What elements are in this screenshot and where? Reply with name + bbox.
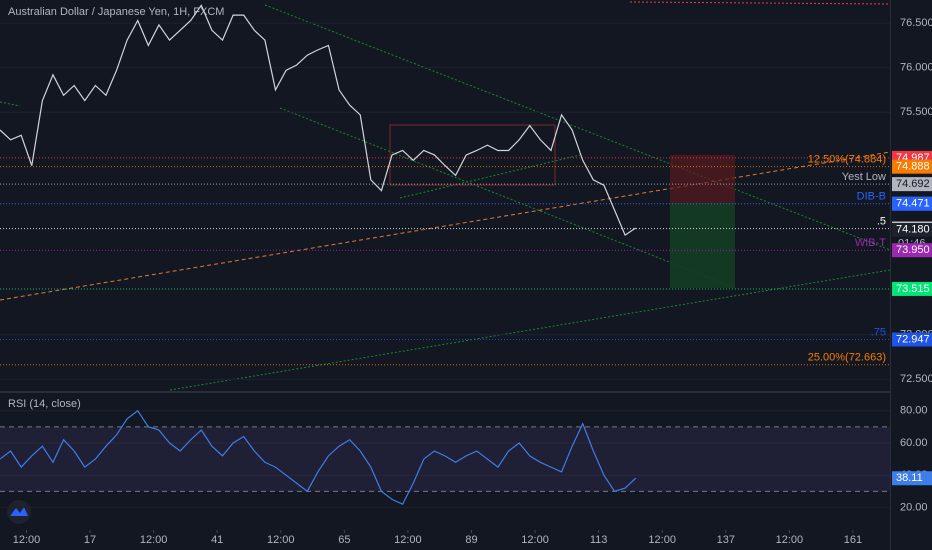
x-tick-label: 65 — [338, 534, 350, 546]
level-note: WIB-T — [855, 237, 886, 249]
level-note: .75 — [871, 326, 886, 338]
last-value-label: 38.11 — [896, 472, 923, 484]
last-value-box — [892, 471, 932, 486]
level-note: 25.00%(72.663) — [808, 352, 886, 364]
price-label: 72.947 — [896, 333, 930, 345]
axis-divider — [890, 0, 891, 550]
price-label-box — [892, 243, 932, 258]
x-tick-label: 161 — [844, 534, 862, 546]
y-tick-label: 76.000 — [900, 62, 932, 74]
y-tick-label: 75.500 — [900, 106, 932, 118]
x-tick-label: 12:00 — [140, 534, 168, 546]
x-tick-label: 12:00 — [13, 534, 41, 546]
y-tick-label: 60.00 — [900, 437, 928, 449]
logo — [7, 500, 31, 524]
price-label-box — [892, 332, 932, 347]
series-line — [0, 409, 637, 505]
drawings — [0, 1, 891, 391]
price-label: 74.692 — [896, 178, 930, 190]
x-tick-label: 12:00 — [267, 534, 295, 546]
price-label-box — [892, 222, 932, 237]
chart-title: Australian Dollar / Japanese Yen, 1H, FX… — [8, 6, 224, 18]
series-line — [0, 4, 637, 236]
x-tick-label: 17 — [84, 534, 96, 546]
price-label-box — [892, 281, 932, 296]
rsi-band — [0, 426, 890, 492]
level-note: .5 — [877, 216, 886, 228]
level-note: 12.50%(74.884) — [808, 154, 886, 166]
price-label: 74.471 — [896, 198, 930, 210]
y-tick-label: 72.500 — [900, 373, 932, 385]
y-tick-label: 20.00 — [900, 501, 928, 513]
y-tick-label: 76.500 — [900, 17, 932, 29]
pane-divider — [0, 391, 890, 393]
level-note: DIB-B — [857, 191, 886, 203]
x-tick-label: 12:00 — [648, 534, 676, 546]
x-tick-label: 12:00 — [521, 534, 549, 546]
price-label-box — [892, 177, 932, 192]
x-tick-label: 41 — [211, 534, 223, 546]
price-label: 74.180 — [896, 224, 930, 236]
x-tick-label: 12:00 — [394, 534, 422, 546]
price-label-box — [892, 159, 932, 174]
price-label: 73.515 — [896, 283, 930, 295]
price-label: 74.888 — [896, 161, 930, 173]
price-label: 73.950 — [896, 244, 930, 256]
y-tick-label: 80.00 — [900, 405, 928, 417]
price-label-box — [892, 196, 932, 211]
x-tick-label: 12:00 — [776, 534, 804, 546]
x-tick-label: 137 — [717, 534, 735, 546]
x-tick-label: 113 — [590, 534, 608, 546]
x-tick-label: 89 — [465, 534, 477, 546]
level-note: Yest Low — [842, 171, 886, 183]
rsi-title: RSI (14, close) — [8, 398, 81, 410]
